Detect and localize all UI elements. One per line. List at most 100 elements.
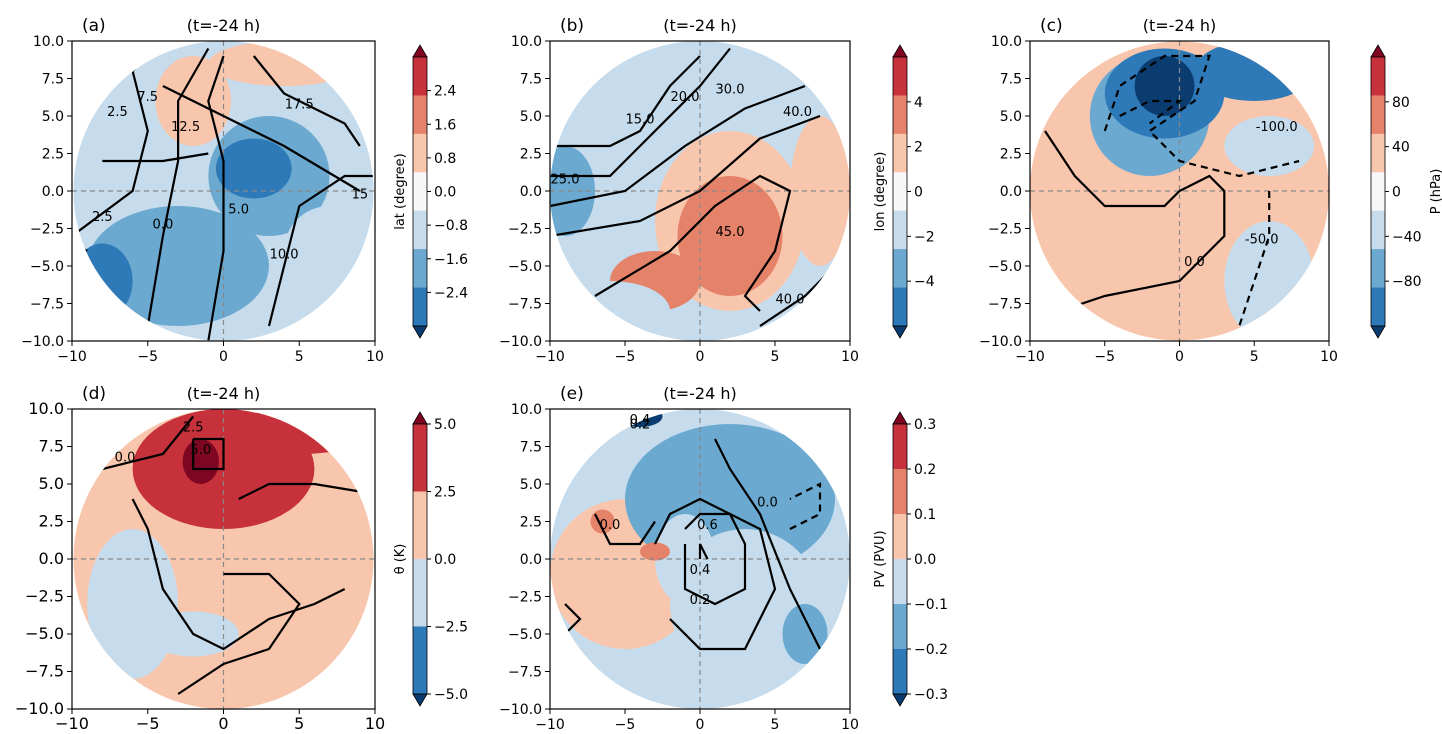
- panel-label: (b): [560, 16, 584, 36]
- x-tick-label: 0: [696, 717, 705, 733]
- colorbar-segment: [893, 95, 907, 135]
- panel-b: 15.020.0 30.040.025.045.040.0−10 −5 0 5 1010.…: [499, 16, 935, 365]
- colorbar-tick-label: 2.5: [434, 485, 456, 501]
- x-tick-label: 10: [1320, 349, 1338, 365]
- y-tick-label: −5.0: [508, 627, 542, 643]
- colorbar-segment: [893, 559, 907, 605]
- contour-label: -50.0: [1245, 233, 1279, 248]
- contour-line: [162, 85, 361, 192]
- contour-label: 0.0: [600, 518, 621, 533]
- field-region: [73, 101, 163, 191]
- colorbar-extend-min: [412, 325, 428, 339]
- colorbar-segment: [1371, 249, 1385, 289]
- contour-line: [207, 55, 225, 341]
- y-tick-label: 0.0: [1000, 184, 1022, 200]
- contour-line: [550, 114, 821, 238]
- y-tick-label: 10.0: [511, 34, 542, 50]
- y-tick-label: 5.0: [520, 109, 542, 125]
- contour-line: [131, 498, 346, 651]
- colorbar-tick-label: 40: [1392, 140, 1410, 156]
- contour-line: [1119, 99, 1183, 125]
- colorbar-segment: [1371, 57, 1385, 96]
- colorbar-extend-min: [892, 325, 908, 339]
- colorbar-segment: [1371, 287, 1385, 327]
- colorbar-extend-min: [412, 693, 428, 707]
- colorbar: 0.3 0.2 0.1 0.0 −0.1 −0.2 −0.3 PV (PVU): [873, 411, 948, 707]
- y-tick-label: 2.5: [520, 515, 542, 531]
- contour-line: [192, 437, 225, 471]
- x-tick-label: 0: [696, 349, 705, 365]
- contour-line: [102, 152, 209, 163]
- y-tick-label: 0.0: [520, 184, 542, 200]
- field-region: [73, 243, 133, 319]
- colorbar: 2.4 1.6 0.8 0.0 −0.8 −1.6 −2.4 lat (degree): [393, 44, 468, 339]
- colorbar-tick-label: 0: [1392, 185, 1401, 201]
- x-tick-label: 5: [771, 349, 780, 365]
- field-region: [1030, 56, 1075, 326]
- contour-line: [789, 482, 822, 530]
- colorbar-segment: [413, 210, 427, 250]
- contour-label: 15: [352, 188, 369, 203]
- contour-line: [698, 543, 709, 560]
- contour-label: 15.0: [626, 113, 655, 128]
- field-region: [1224, 116, 1315, 176]
- y-tick-label: 0.0: [39, 549, 64, 568]
- colorbar-tick-label: −2: [914, 229, 935, 245]
- colorbar-segment: [893, 172, 907, 212]
- y-tick-label: −2.5: [988, 222, 1022, 238]
- panel-title: (t=-24 h): [663, 16, 737, 35]
- colorbar-tick-label: −40: [1392, 229, 1422, 245]
- field-region: [550, 281, 670, 341]
- colorbar: 5.0 2.5 0.0 −2.5 −5.0 θ (K): [393, 411, 468, 707]
- field-region: [223, 409, 374, 454]
- y-tick-label: −5.0: [508, 259, 542, 275]
- x-tick-label: −10: [535, 717, 565, 733]
- x-tick-label: −10: [1015, 349, 1045, 365]
- contour-label: 10.0: [270, 248, 299, 263]
- x-tick-label: −10: [57, 349, 87, 365]
- contour-label: 0.2: [690, 593, 711, 608]
- colorbar-segment: [413, 249, 427, 289]
- contour-label: 20.0: [671, 90, 700, 105]
- colorbar-tick-label: 4: [914, 95, 923, 111]
- field-region: [640, 542, 670, 561]
- y-tick-label: 10.0: [511, 402, 542, 418]
- colorbar-segment: [893, 469, 907, 515]
- x-tick-label: −10: [535, 349, 565, 365]
- x-tick-label: −5: [615, 717, 636, 733]
- colorbar-segment: [893, 287, 907, 327]
- colorbar-extend-max: [1370, 44, 1386, 58]
- contour-label: 7.5: [137, 90, 158, 105]
- colorbar-segment: [413, 626, 427, 695]
- field-region: [182, 439, 219, 484]
- colorbar-label: lat (degree): [393, 153, 408, 230]
- contour-line: [714, 438, 821, 650]
- colorbar-segment: [893, 604, 907, 650]
- contour-label: 0.0: [153, 218, 174, 233]
- contour-label: 2.5: [92, 210, 113, 225]
- contour-label: 0.0: [115, 451, 136, 466]
- colorbar-segment: [413, 424, 427, 492]
- colorbar-extend-min: [892, 693, 908, 707]
- y-tick-label: −10.0: [15, 699, 64, 718]
- colorbar-segment: [1371, 133, 1385, 173]
- colorbar: 80 40 0 −40 −80 P (hPa): [1370, 44, 1442, 339]
- colorbar-tick-label: 0.2: [914, 462, 936, 478]
- x-tick-label: 5: [1250, 349, 1259, 365]
- contour-label: 0.0: [757, 496, 778, 511]
- colorbar-segment: [413, 559, 427, 627]
- y-tick-label: −10.0: [499, 702, 542, 718]
- colorbar-tick-label: −0.1: [914, 597, 948, 613]
- contour-line: [550, 84, 806, 208]
- y-tick-label: −10.0: [499, 334, 542, 350]
- colorbar-label: θ (K): [393, 544, 408, 575]
- panel-label: (e): [560, 384, 584, 404]
- field-region: [550, 146, 595, 236]
- colorbar-tick-label: 0.0: [434, 185, 456, 201]
- y-tick-label: −5.0: [25, 624, 64, 643]
- field-region: [1194, 41, 1315, 101]
- contour-line: [252, 55, 361, 147]
- y-tick-label: 10.0: [28, 399, 64, 418]
- x-tick-label: 5: [295, 349, 304, 365]
- contour-label: 0.4: [690, 563, 711, 578]
